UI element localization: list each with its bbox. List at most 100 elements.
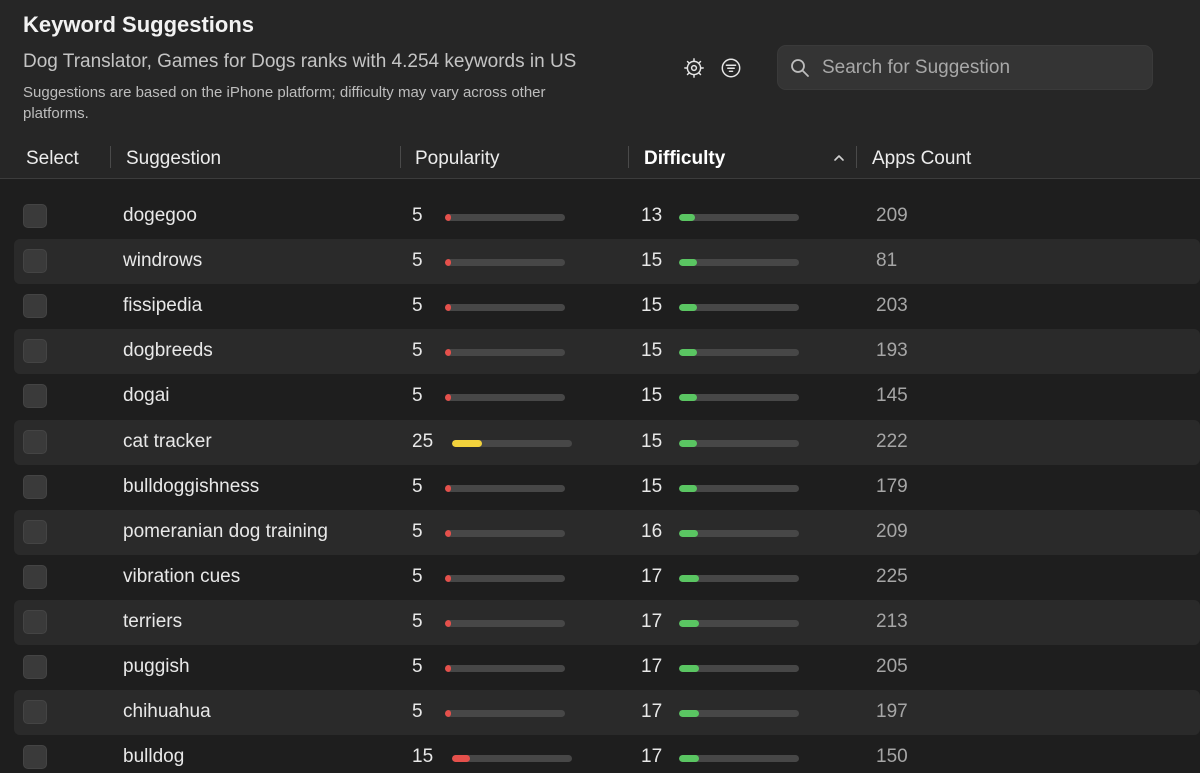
difficulty-bar [679, 214, 799, 221]
keyword-label: cat tracker [123, 430, 212, 452]
popularity-bar [445, 304, 565, 312]
search-input[interactable] [822, 46, 1142, 89]
table-row[interactable]: terriers 5 17 213 [14, 599, 1200, 645]
difficulty-bar [679, 710, 799, 718]
platform-note: Suggestions are based on the iPhone plat… [23, 84, 546, 122]
table-row[interactable]: dogegoo 5 13 209 [14, 194, 1200, 239]
search-icon [791, 59, 809, 77]
popularity-value: 5 [412, 385, 423, 407]
difficulty-value: 15 [641, 295, 663, 317]
apps-count-value: 205 [876, 656, 908, 677]
table-row[interactable]: windrows 5 15 81 [14, 239, 1200, 285]
difficulty-bar [679, 394, 799, 402]
popularity-value: 5 [412, 701, 423, 723]
apps-count-value: 209 [876, 520, 908, 542]
column-suggestion[interactable]: Suggestion [126, 148, 222, 169]
difficulty-value: 17 [641, 610, 663, 632]
apps-count-value: 197 [876, 701, 908, 723]
table-row[interactable]: chihuahua 5 17 197 [14, 690, 1200, 736]
table-row[interactable]: bulldoggishness 5 15 179 [14, 465, 1200, 510]
row-checkbox[interactable] [23, 655, 47, 679]
difficulty-bar [679, 259, 799, 267]
popularity-bar [445, 394, 565, 402]
column-divider [856, 146, 857, 168]
popularity-value: 5 [412, 520, 423, 542]
popularity-bar [445, 259, 565, 267]
page-title: Keyword Suggestions [23, 12, 255, 37]
difficulty-value: 17 [641, 565, 663, 587]
popularity-bar [445, 349, 565, 357]
keyword-label: fissipedia [123, 295, 203, 317]
table-row[interactable]: puggish 5 17 205 [14, 645, 1200, 690]
row-checkbox[interactable] [23, 249, 47, 274]
chevron-up-icon[interactable] [833, 152, 845, 164]
column-select[interactable]: Select [26, 148, 79, 169]
difficulty-bar [679, 484, 799, 492]
column-apps-count[interactable]: Apps Count [872, 148, 972, 169]
apps-count-value: 222 [876, 430, 908, 452]
row-checkbox[interactable] [23, 474, 47, 499]
difficulty-value: 13 [641, 205, 663, 226]
popularity-value: 5 [412, 565, 423, 587]
row-checkbox[interactable] [23, 294, 47, 319]
difficulty-bar [679, 574, 799, 582]
keyword-label: bulldog [123, 746, 185, 768]
apps-count-value: 145 [876, 385, 908, 407]
row-checkbox[interactable] [23, 339, 47, 364]
suggestions-table: dogegoo 5 13 209 windrows 5 15 81 fissipedia 5 15 2… [0, 179, 1200, 773]
keyword-label: vibration cues [123, 565, 241, 587]
column-difficulty[interactable]: Difficulty [644, 148, 726, 169]
difficulty-value: 15 [641, 475, 663, 497]
row-checkbox[interactable] [23, 700, 47, 725]
difficulty-bar [679, 665, 799, 672]
popularity-bar [445, 574, 565, 582]
popularity-bar [445, 214, 565, 221]
row-checkbox[interactable] [23, 429, 47, 454]
popularity-value: 5 [412, 610, 423, 632]
column-divider [110, 146, 111, 168]
popularity-bar [445, 484, 565, 492]
row-checkbox[interactable] [23, 384, 47, 409]
row-checkbox[interactable] [23, 564, 47, 589]
table-row[interactable]: pomeranian dog training 5 16 209 [14, 509, 1200, 555]
table-row[interactable]: vibration cues 5 17 225 [14, 555, 1200, 600]
apps-count-value: 225 [876, 565, 908, 587]
difficulty-bar [679, 304, 799, 312]
keyword-label: bulldoggishness [123, 475, 260, 497]
difficulty-value: 17 [641, 656, 663, 677]
keyword-label: dogegoo [123, 205, 197, 226]
popularity-value: 5 [412, 475, 423, 497]
difficulty-value: 17 [641, 701, 663, 723]
table-row[interactable]: cat tracker 25 15 222 [14, 419, 1200, 465]
table-header: Select Suggestion Popularity Difficulty … [0, 138, 1200, 179]
table-row[interactable]: fissipedia 5 15 203 [14, 284, 1200, 329]
apps-count-value: 203 [876, 295, 908, 317]
apps-count-value: 150 [876, 746, 908, 768]
table-row[interactable]: bulldog 15 17 150 [14, 735, 1200, 773]
apps-count-value: 193 [876, 340, 908, 362]
column-divider [400, 146, 401, 168]
search-field[interactable] [777, 45, 1153, 90]
row-checkbox[interactable] [23, 204, 47, 228]
popularity-value: 5 [412, 656, 423, 677]
row-checkbox[interactable] [23, 519, 47, 544]
filter-icon[interactable] [719, 56, 743, 80]
row-checkbox[interactable] [23, 609, 47, 634]
difficulty-value: 15 [641, 385, 663, 407]
popularity-value: 5 [412, 250, 423, 272]
apps-count-value: 179 [876, 475, 908, 497]
apps-count-value: 81 [876, 250, 898, 272]
popularity-value: 5 [412, 205, 423, 226]
keyword-label: terriers [123, 610, 183, 632]
table-row[interactable]: dogai 5 15 145 [14, 374, 1200, 419]
popularity-bar [445, 710, 565, 718]
column-popularity[interactable]: Popularity [415, 148, 500, 169]
row-checkbox[interactable] [23, 745, 47, 770]
popularity-bar [452, 755, 572, 763]
popularity-bar [452, 439, 572, 447]
popularity-value: 5 [412, 295, 423, 317]
toolbar: Keyword Suggestions Dog Translator, Game… [0, 0, 1200, 138]
keyword-label: dogai [123, 385, 170, 407]
gear-icon[interactable] [682, 56, 706, 80]
table-row[interactable]: dogbreeds 5 15 193 [14, 329, 1200, 375]
